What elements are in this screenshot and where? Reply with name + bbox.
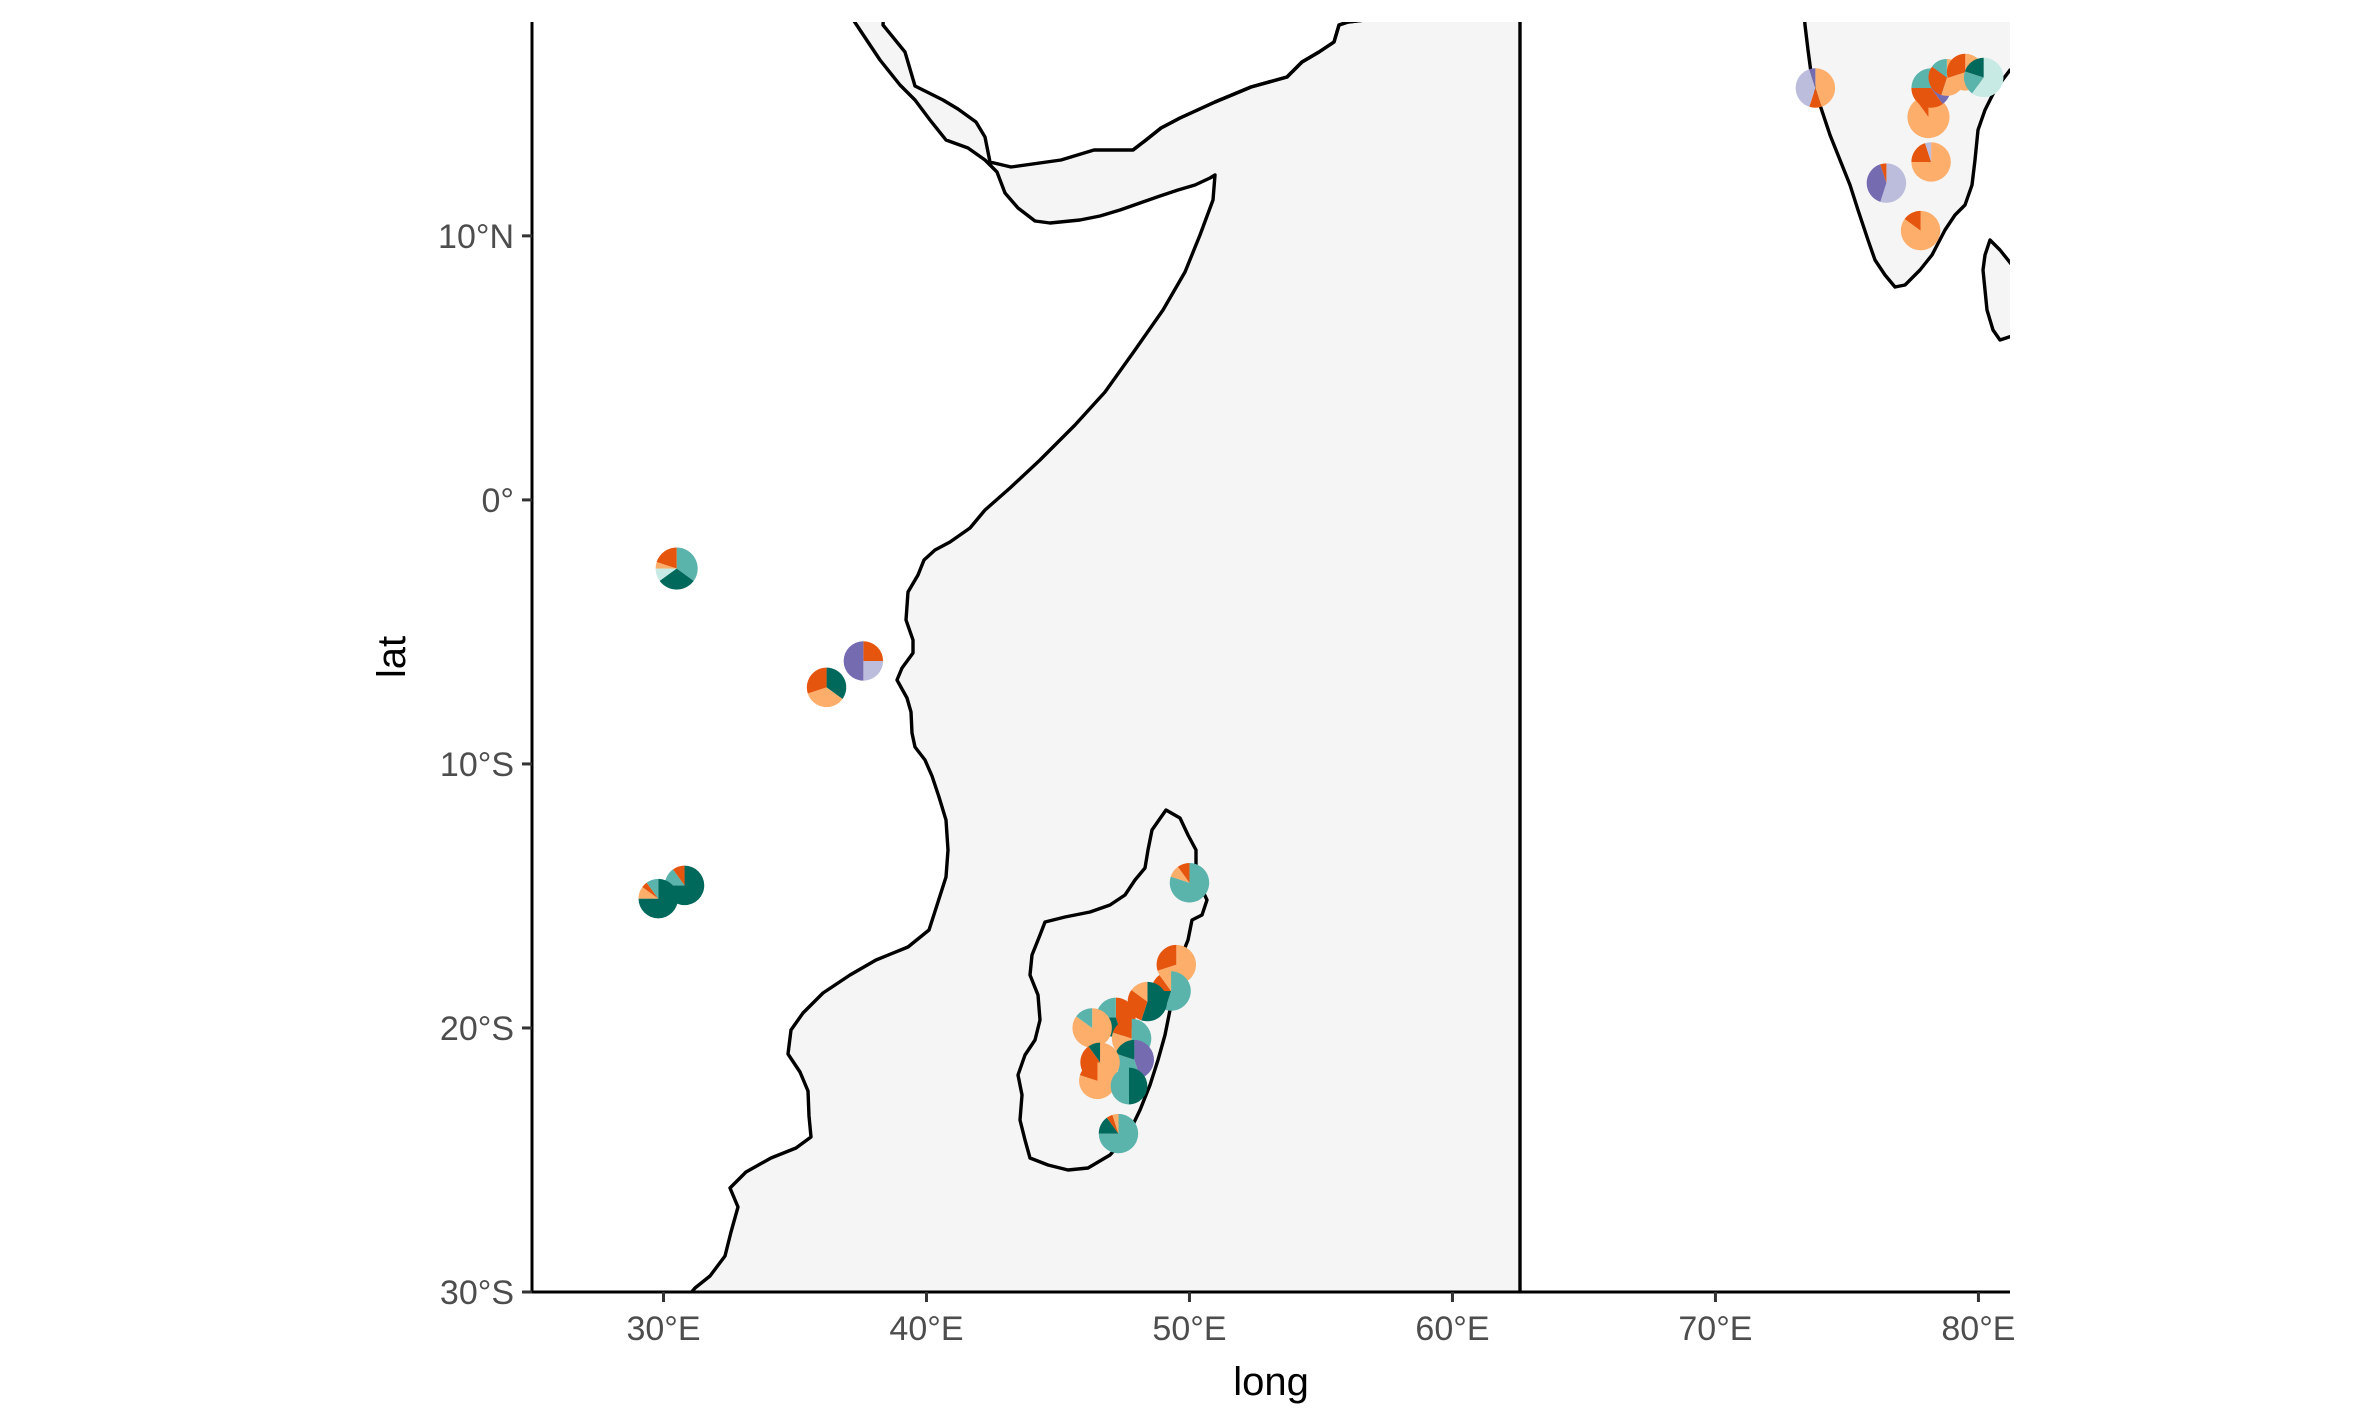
pie-slice <box>659 568 694 590</box>
africa-inland-coast <box>1131 22 1363 152</box>
pie-slice <box>1177 863 1190 883</box>
pie-slice <box>1079 1062 1098 1081</box>
pie-slice <box>1141 981 1168 1022</box>
site-pie-chart <box>655 547 698 590</box>
pie-slice <box>1904 210 1921 231</box>
site-pie-chart <box>1795 68 1836 108</box>
pie-slice <box>655 562 677 569</box>
pie-slice <box>1815 68 1836 107</box>
pie-slice <box>1907 96 1950 139</box>
pie-slice <box>1931 59 1947 78</box>
site-pie-chart <box>843 641 884 681</box>
pie-slice <box>1128 1067 1148 1105</box>
pie-slice <box>1880 163 1887 184</box>
pie-slice <box>1079 1062 1116 1100</box>
x-tick-label: 50°E <box>1152 1310 1226 1348</box>
pie-slice <box>642 882 659 899</box>
pie-slice <box>1911 143 1932 162</box>
pie-slice <box>1156 944 1177 971</box>
site-pie-chart <box>1866 163 1907 203</box>
pie-slice <box>1795 69 1816 107</box>
pie-slice <box>1880 163 1907 203</box>
pie-slice <box>807 687 843 708</box>
sri-lanka-landmass <box>1981 238 2010 342</box>
pie-slice <box>1072 1008 1112 1048</box>
x-tick-label: 30°E <box>626 1310 700 1348</box>
y-tick-label: 30°S <box>440 1274 514 1312</box>
x-axis-title: long <box>1233 1360 1309 1404</box>
site-pie-chart <box>1072 1008 1112 1048</box>
pie-slice <box>656 547 677 569</box>
y-tick-label: 10°S <box>440 746 514 784</box>
site-pie-chart <box>638 878 678 919</box>
pie-slice <box>664 869 685 886</box>
pie-slice <box>1076 1008 1093 1028</box>
pie-slice <box>1866 164 1887 202</box>
pie-slice <box>1925 142 1932 162</box>
pie-slice <box>1170 866 1190 883</box>
site-pie-chart <box>1079 1062 1116 1100</box>
pie-slice <box>863 641 884 661</box>
madagascar-landmass <box>1016 808 1209 1172</box>
pie-slice <box>1911 88 1943 108</box>
pie-slice <box>1098 1117 1119 1134</box>
pie-slice <box>1110 1067 1129 1105</box>
pie-slice <box>1164 971 1191 1011</box>
pie-slice <box>1112 1113 1119 1134</box>
pie-slice <box>1131 981 1148 1002</box>
pie-slice <box>1112 1018 1132 1039</box>
pie-slice <box>655 568 677 581</box>
y-tick-label: 0° <box>481 482 514 520</box>
pie-slice <box>646 878 659 899</box>
pie-slice <box>843 641 864 681</box>
pie-slice <box>806 667 827 694</box>
site-pie-chart <box>1169 863 1210 903</box>
pie-slice <box>1963 71 1984 94</box>
site-pie-chart <box>1900 210 1941 251</box>
pie-slice <box>638 886 659 899</box>
x-tick-label: 70°E <box>1678 1310 1752 1348</box>
x-tick-label: 60°E <box>1415 1310 1489 1348</box>
y-tick-group: 10°N 0° 10°S 20°S 30°S <box>438 218 532 1312</box>
x-tick-label: 40°E <box>889 1310 963 1348</box>
pie-slice <box>1911 68 1932 89</box>
pie-slice <box>676 547 698 581</box>
pie-slice <box>1911 142 1951 182</box>
site-pie-chart <box>1098 1113 1139 1154</box>
y-axis: 10°N 0° 10°S 20°S 30°S <box>438 22 534 1312</box>
pie-slice <box>1169 863 1210 903</box>
pie-slice <box>826 667 847 699</box>
pie-slice <box>1809 68 1816 89</box>
pie-slice <box>1159 971 1172 992</box>
x-axis: 30°E 40°E 50°E 60°E 70°E 80°E <box>532 1290 2015 1348</box>
x-tick-label: 80°E <box>1941 1310 2015 1348</box>
pie-slice <box>1900 210 1941 251</box>
pie-slice <box>1088 1042 1101 1063</box>
pie-slice <box>672 865 685 886</box>
site-pie-chart <box>1911 142 1951 182</box>
pie-slice <box>1964 57 1984 78</box>
pie-slice <box>1106 1114 1119 1134</box>
pie-slice <box>1809 88 1822 108</box>
site-pie-chart <box>806 667 847 708</box>
pie-slice <box>863 660 884 681</box>
pie-slice <box>1972 57 2004 98</box>
land-layer <box>689 22 2010 1292</box>
y-tick-label: 20°S <box>440 1010 514 1048</box>
pie-slice <box>1928 66 1947 95</box>
site-pie-chart <box>1110 1067 1148 1105</box>
pie-slice <box>1115 1039 1135 1060</box>
y-axis-title: lat <box>370 636 414 678</box>
x-tick-group: 30°E 40°E 50°E 60°E 70°E 80°E <box>626 1292 2015 1348</box>
pie-slice <box>1134 1039 1154 1079</box>
site-pie-chart <box>1963 57 2004 98</box>
y-tick-label: 10°N <box>438 218 514 256</box>
pie-chart-layer <box>638 53 2004 1154</box>
pie-slice <box>1946 53 1966 78</box>
